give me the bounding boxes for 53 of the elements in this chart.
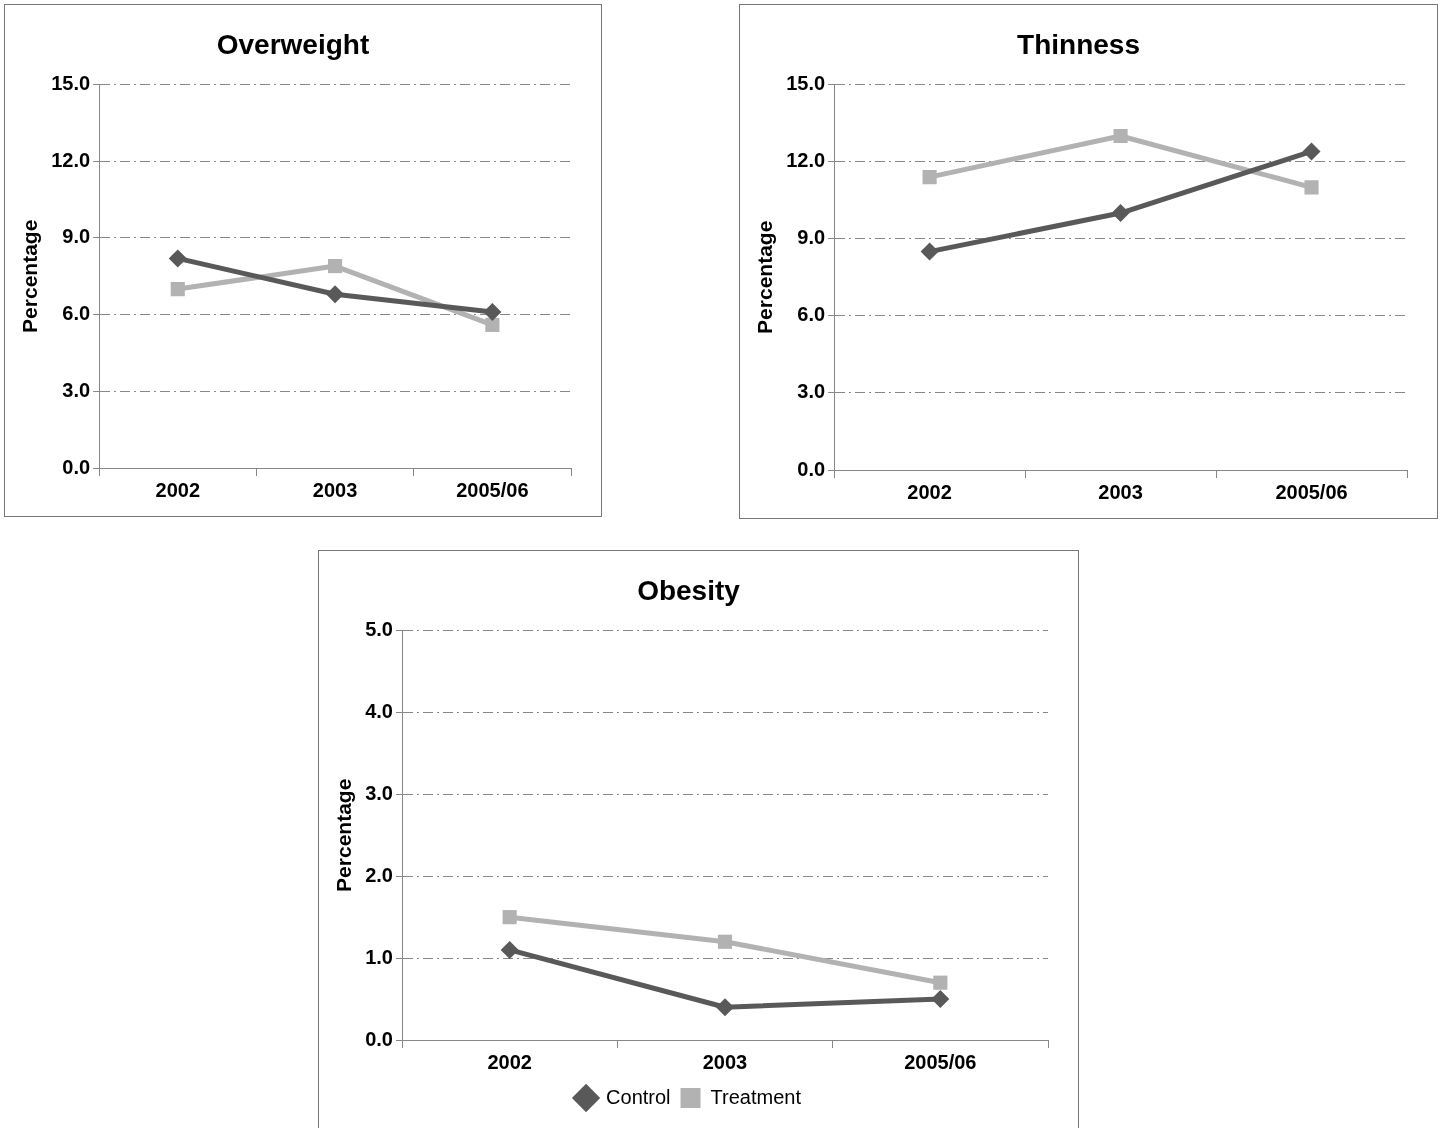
y-tick-label: 0.0 [797,457,826,480]
y-tick-label: 6.0 [797,303,826,326]
y-tick-label: 1.0 [365,945,393,968]
x-tick-label: 2003 [1098,480,1143,503]
point [483,303,502,322]
y-axis-title: Percentage [18,219,42,333]
point [1302,142,1321,161]
y-tick-label: 0.0 [365,1027,393,1050]
y-tick-label: 4.0 [365,700,393,722]
y-tick-label: 15.0 [51,72,91,95]
y-tick-label: 15.0 [786,72,826,95]
point [933,975,948,990]
x-tick-label: 2005/06 [904,1050,977,1073]
x-tick-label: 2002 [907,480,952,503]
x-tick-label: 2003 [702,1050,748,1073]
chart-title: Obesity [637,574,741,606]
chart-title: Thinness [1017,28,1140,60]
y-tick-label: 5.0 [365,618,393,641]
point [922,170,937,185]
x-tick-label: 2003 [312,478,358,501]
point [326,285,345,304]
point [502,910,517,925]
y-tick-label: 3.0 [365,781,393,804]
point [327,259,343,274]
y-axis-title: Percentage [753,220,777,334]
x-tick-label: 2002 [487,1050,532,1073]
point [500,940,519,959]
y-tick-label: 6.0 [62,302,91,325]
y-tick-label: 0.0 [62,455,91,478]
point [485,317,500,332]
y-tick-label: 12.0 [786,149,826,172]
y-tick-label: 9.0 [62,225,91,248]
y-tick-label: 9.0 [797,226,826,249]
y-axis-title: Percentage [332,778,356,892]
legend-label: Treatment [710,1085,802,1108]
point [931,990,950,1009]
point [1111,204,1130,223]
y-tick-label: 3.0 [797,380,826,403]
legend-label: Control [606,1085,671,1108]
y-tick-label: 12.0 [51,148,91,171]
point [716,998,734,1017]
point [170,282,185,297]
point [1304,180,1319,195]
point [920,242,939,261]
y-tick-label: 3.0 [62,378,91,401]
point [168,249,187,268]
x-tick-label: 2005/06 [456,478,529,501]
chart-title: Overweight [216,28,370,60]
point [717,934,733,949]
x-tick-label: 2005/06 [1275,480,1348,503]
point [1113,128,1128,144]
x-tick-label: 2002 [155,478,201,501]
y-tick-label: 2.0 [365,863,393,886]
